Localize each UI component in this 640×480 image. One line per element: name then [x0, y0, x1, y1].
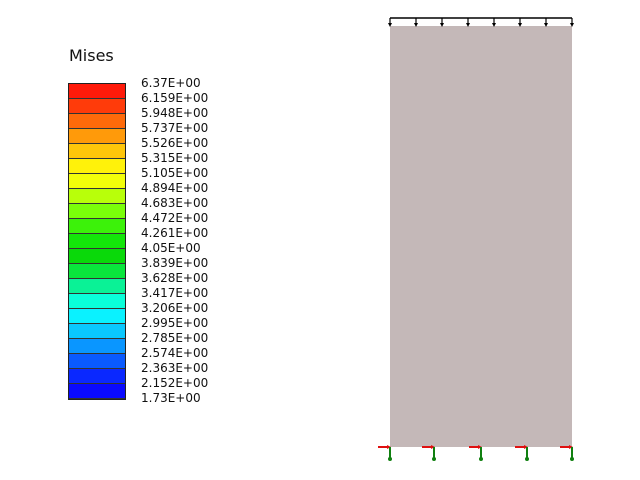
color-legend-bar — [68, 83, 126, 400]
load-arrow — [492, 18, 496, 27]
legend-swatch — [69, 309, 125, 324]
legend-swatch — [69, 129, 125, 144]
load-arrow — [466, 18, 470, 27]
load-arrow — [518, 18, 522, 27]
load-arrows — [388, 18, 574, 27]
boundary-constraints — [378, 445, 574, 461]
legend-label: 2.785E+00 — [141, 331, 209, 345]
fixed-support — [469, 445, 483, 461]
load-arrow — [570, 18, 574, 27]
legend-label: 5.105E+00 — [141, 166, 209, 180]
legend-label: 3.628E+00 — [141, 271, 209, 285]
load-arrow — [544, 18, 548, 27]
legend-label: 2.152E+00 — [141, 376, 209, 390]
legend-label: 6.37E+00 — [141, 76, 201, 90]
legend-swatch — [69, 234, 125, 249]
plate-model — [390, 26, 572, 447]
legend-label: 3.417E+00 — [141, 286, 209, 300]
legend-label: 4.472E+00 — [141, 211, 209, 225]
legend-label: 2.574E+00 — [141, 346, 209, 360]
legend-label: 2.363E+00 — [141, 361, 209, 375]
legend-swatch — [69, 189, 125, 204]
legend-swatch — [69, 264, 125, 279]
legend-label: 5.526E+00 — [141, 136, 209, 150]
legend-label: 4.683E+00 — [141, 196, 209, 210]
legend-label: 1.73E+00 — [141, 391, 201, 405]
legend-swatch — [69, 249, 125, 264]
legend-label: 4.05E+00 — [141, 241, 201, 255]
legend-label: 6.159E+00 — [141, 91, 209, 105]
legend-swatch — [69, 369, 125, 384]
legend-swatch — [69, 99, 125, 114]
legend-swatch — [69, 204, 125, 219]
legend-swatch — [69, 159, 125, 174]
legend-label: 2.995E+00 — [141, 316, 209, 330]
fixed-support — [560, 445, 574, 461]
legend-swatch — [69, 144, 125, 159]
legend-swatch — [69, 294, 125, 309]
legend-swatch — [69, 114, 125, 129]
legend-swatch — [69, 279, 125, 294]
fixed-support — [378, 445, 392, 461]
legend-label: 5.948E+00 — [141, 106, 209, 120]
fixed-support — [515, 445, 529, 461]
legend-title: Mises — [69, 46, 114, 65]
legend-swatch — [69, 339, 125, 354]
legend-label: 5.315E+00 — [141, 151, 209, 165]
fixed-support — [422, 445, 436, 461]
legend-swatch — [69, 174, 125, 189]
legend-swatch — [69, 324, 125, 339]
load-arrow — [414, 18, 418, 27]
legend-swatch — [69, 219, 125, 234]
legend-label: 4.894E+00 — [141, 181, 209, 195]
load-arrow — [388, 18, 392, 27]
legend-label: 4.261E+00 — [141, 226, 209, 240]
legend-label: 3.206E+00 — [141, 301, 209, 315]
legend-swatch — [69, 384, 125, 399]
legend-label: 3.839E+00 — [141, 256, 209, 270]
load-arrow — [440, 18, 444, 27]
legend-swatch — [69, 84, 125, 99]
legend-label: 5.737E+00 — [141, 121, 209, 135]
legend-swatch — [69, 354, 125, 369]
